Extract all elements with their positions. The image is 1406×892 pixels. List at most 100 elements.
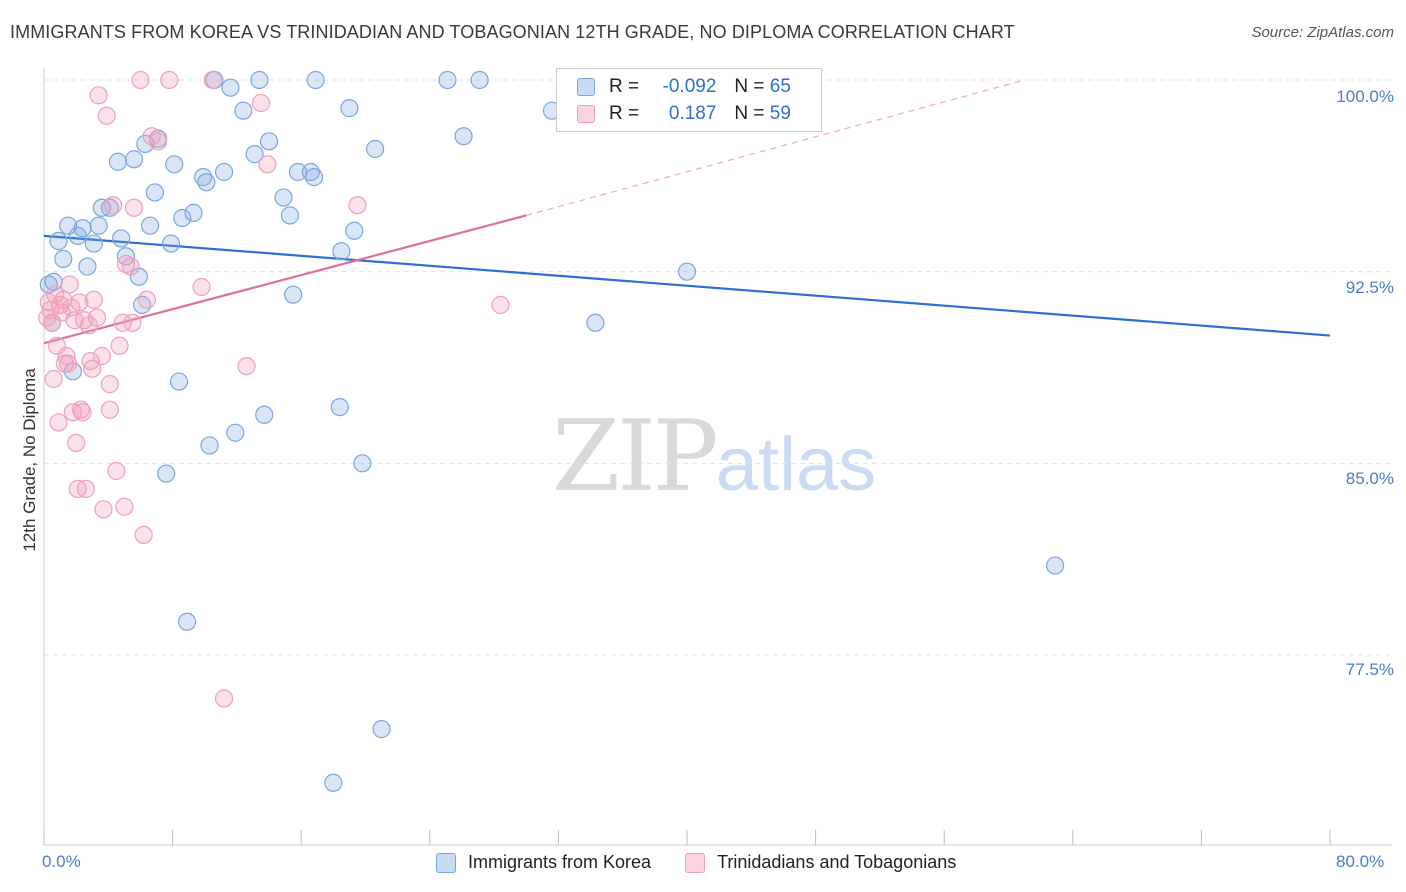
korea-point	[124, 150, 144, 169]
y-tick-label: 85.0%	[1345, 469, 1394, 488]
korea-point	[288, 162, 308, 182]
korea-point	[112, 229, 131, 248]
series-legend-trini[interactable]: Trinidadians and Tobagonians	[685, 852, 956, 873]
source-credit: Source: ZipAtlas.com	[1251, 24, 1394, 41]
korea-point	[245, 145, 264, 164]
trini-point	[192, 277, 211, 297]
korea-point	[200, 436, 219, 455]
korea-point	[184, 203, 203, 222]
korea-point	[116, 247, 136, 266]
korea-point	[169, 372, 189, 391]
korea-point	[78, 257, 97, 276]
korea-point	[284, 285, 303, 304]
watermark: ZIPatlas	[552, 400, 876, 514]
trini-point	[203, 70, 222, 90]
trini-point	[131, 70, 150, 90]
trini-point	[100, 375, 120, 394]
trini-point	[251, 93, 271, 113]
series-legend-korea[interactable]: Immigrants from Korea	[436, 852, 651, 873]
trini-point	[134, 525, 153, 544]
trini-point	[60, 275, 79, 294]
trini-point	[348, 196, 367, 215]
korea-point	[165, 155, 184, 174]
korea-point	[161, 234, 181, 253]
korea-point	[259, 132, 279, 151]
korea-point	[214, 162, 234, 182]
korea-point	[226, 423, 245, 442]
korea-point	[54, 249, 73, 268]
korea-point	[145, 183, 165, 202]
trini-point	[113, 313, 132, 332]
korea-point	[49, 231, 68, 251]
trini-point	[100, 400, 120, 419]
watermark-zip: ZIP	[552, 400, 719, 514]
trini-point	[49, 413, 68, 432]
korea-point	[332, 242, 351, 261]
korea-point	[250, 70, 269, 90]
legend-swatch-trini	[685, 852, 706, 873]
trini-point	[39, 293, 58, 312]
trini-point	[110, 336, 129, 355]
legend-r-label: R =	[609, 76, 640, 97]
korea-point	[306, 70, 325, 90]
y-tick-label: 77.5%	[1345, 660, 1394, 679]
korea-point	[340, 99, 359, 118]
korea-point	[73, 219, 92, 238]
trini-point	[92, 346, 111, 366]
trini-point	[107, 461, 126, 481]
trini-point	[160, 70, 179, 90]
trini-point	[84, 290, 103, 309]
korea-point	[372, 720, 391, 739]
trini-point	[149, 132, 168, 151]
trini-point	[124, 198, 144, 217]
trini-point	[89, 86, 108, 105]
korea-point	[132, 295, 152, 314]
korea-point	[438, 70, 457, 90]
trini-point	[57, 346, 76, 366]
trini-point	[87, 308, 107, 327]
korea-point	[301, 162, 320, 182]
y-tick-label: 100.0%	[1336, 87, 1394, 106]
trini-trend-extension	[526, 79, 1025, 217]
y-tick-label: 92.5%	[1345, 278, 1394, 297]
trini-point	[491, 295, 510, 314]
watermark-atlas: atlas	[715, 422, 877, 507]
trini-point	[237, 357, 256, 376]
legend-row-trini: R = 0.187 N = 59	[577, 102, 791, 126]
trini-point	[67, 433, 86, 452]
legend-swatch-trini	[577, 105, 595, 123]
korea-point	[1046, 556, 1065, 575]
korea-point	[173, 208, 192, 228]
chart-title: IMMIGRANTS FROM KOREA VS TRINIDADIAN AND…	[10, 22, 1015, 42]
trini-point	[214, 689, 234, 708]
trini-point	[81, 352, 100, 371]
korea-point	[345, 221, 364, 240]
trini-point	[137, 290, 156, 309]
trini-point	[97, 106, 116, 125]
legend-n-value: 59	[769, 103, 791, 124]
trini-point	[50, 295, 70, 314]
korea-point	[140, 216, 160, 235]
trini-point	[44, 369, 63, 389]
trini-point	[94, 500, 113, 519]
trini-point	[104, 196, 123, 215]
korea-point	[39, 275, 58, 294]
korea-point	[177, 612, 197, 631]
korea-point	[366, 139, 385, 159]
trini-point	[121, 257, 140, 276]
trini-point	[70, 293, 89, 312]
trini-point	[73, 403, 92, 422]
korea-point	[255, 405, 274, 424]
korea-point	[677, 262, 697, 281]
korea-point	[100, 198, 120, 217]
legend-swatch-korea	[577, 78, 595, 96]
korea-point	[470, 70, 489, 90]
trini-point	[123, 313, 142, 332]
korea-point	[274, 188, 293, 207]
legend-label: Trinidadians and Tobagonians	[717, 852, 957, 872]
legend-n-label: N =	[734, 76, 765, 97]
korea-point	[197, 173, 216, 192]
trini-point	[83, 359, 102, 378]
stats-legend: R = -0.092 N = 65 R = 0.187 N = 59	[556, 68, 822, 132]
